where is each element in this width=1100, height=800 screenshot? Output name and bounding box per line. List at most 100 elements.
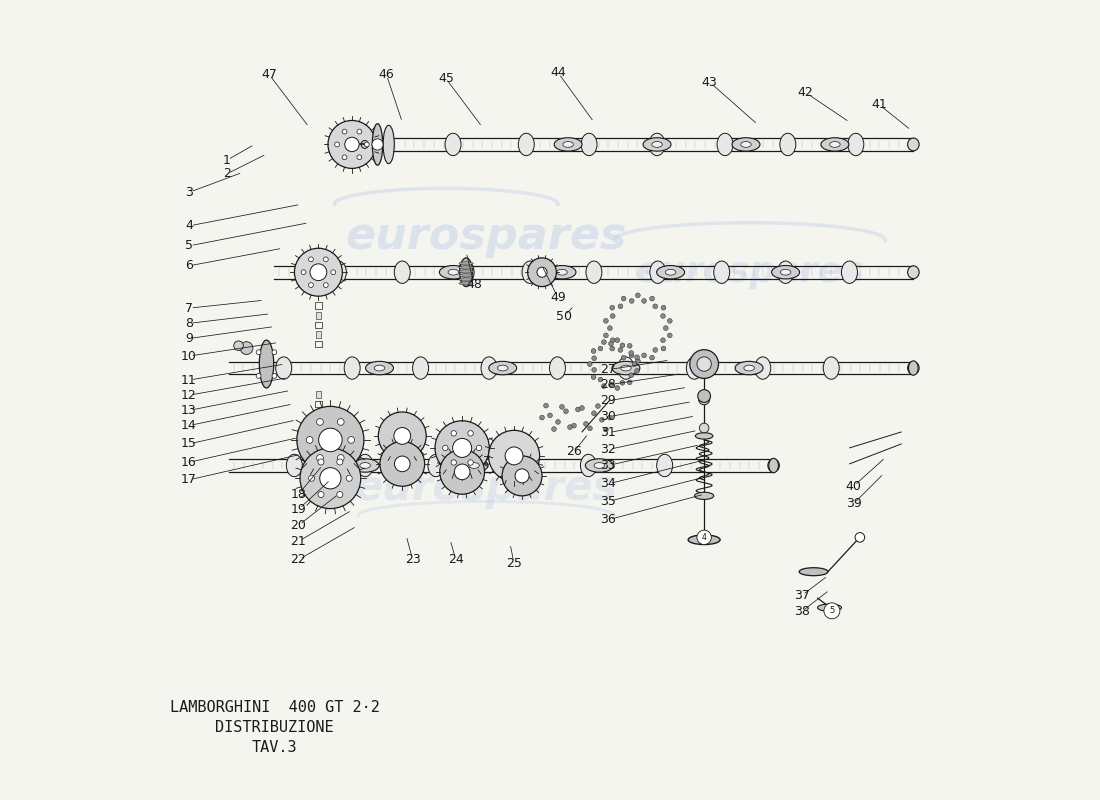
Circle shape	[306, 437, 312, 443]
Circle shape	[358, 155, 362, 160]
Circle shape	[627, 343, 632, 348]
Ellipse shape	[821, 138, 849, 151]
Text: 1: 1	[222, 154, 231, 167]
Circle shape	[451, 460, 456, 466]
Circle shape	[620, 343, 625, 348]
Ellipse shape	[612, 362, 640, 374]
Ellipse shape	[780, 134, 795, 156]
Ellipse shape	[842, 261, 858, 283]
Circle shape	[629, 373, 634, 378]
Ellipse shape	[497, 365, 508, 371]
Ellipse shape	[459, 262, 473, 265]
Circle shape	[502, 456, 542, 496]
Circle shape	[540, 415, 544, 420]
Ellipse shape	[428, 454, 444, 477]
Ellipse shape	[908, 362, 920, 374]
Text: 17: 17	[182, 474, 197, 486]
Text: TAV.3: TAV.3	[252, 740, 297, 755]
Text: 42: 42	[798, 86, 813, 99]
Text: 11: 11	[182, 374, 197, 386]
Circle shape	[323, 282, 328, 287]
Text: LAMBORGHINI  400 GT 2·2: LAMBORGHINI 400 GT 2·2	[169, 700, 380, 715]
Bar	[316, 322, 321, 328]
Circle shape	[602, 340, 606, 345]
Circle shape	[636, 293, 640, 298]
Circle shape	[515, 469, 529, 483]
Circle shape	[580, 406, 584, 410]
Ellipse shape	[459, 278, 473, 281]
Ellipse shape	[740, 142, 751, 147]
Circle shape	[610, 314, 615, 318]
Circle shape	[309, 282, 313, 287]
Circle shape	[604, 318, 608, 323]
Ellipse shape	[581, 134, 597, 156]
Circle shape	[602, 384, 606, 389]
Bar	[316, 312, 320, 318]
Text: 37: 37	[793, 589, 810, 602]
Circle shape	[295, 248, 342, 296]
Ellipse shape	[755, 357, 771, 379]
Ellipse shape	[448, 270, 459, 275]
Circle shape	[342, 129, 346, 134]
Ellipse shape	[358, 454, 373, 477]
Ellipse shape	[260, 340, 274, 388]
Ellipse shape	[908, 138, 920, 151]
Circle shape	[595, 404, 601, 409]
Circle shape	[337, 491, 343, 498]
Circle shape	[233, 341, 243, 350]
Circle shape	[592, 356, 596, 361]
Circle shape	[592, 367, 596, 372]
Circle shape	[661, 306, 666, 310]
Ellipse shape	[657, 454, 673, 477]
Circle shape	[635, 369, 639, 374]
Text: eurospares: eurospares	[354, 467, 618, 509]
Ellipse shape	[361, 141, 368, 149]
Circle shape	[308, 475, 315, 482]
Circle shape	[668, 333, 672, 338]
Circle shape	[608, 342, 614, 346]
Ellipse shape	[365, 362, 394, 374]
Ellipse shape	[439, 266, 468, 279]
Text: 40: 40	[846, 480, 861, 493]
Text: 50: 50	[557, 310, 572, 322]
Circle shape	[629, 353, 634, 358]
Circle shape	[440, 450, 484, 494]
Text: 2: 2	[222, 167, 231, 181]
Ellipse shape	[650, 261, 666, 283]
Circle shape	[610, 338, 615, 342]
Ellipse shape	[689, 535, 720, 545]
Ellipse shape	[657, 266, 684, 279]
Circle shape	[627, 380, 632, 385]
Ellipse shape	[744, 365, 755, 371]
Text: 14: 14	[182, 419, 197, 432]
Text: 25: 25	[506, 558, 522, 570]
Circle shape	[698, 394, 710, 405]
Text: 16: 16	[182, 456, 197, 469]
Circle shape	[543, 403, 549, 408]
Circle shape	[434, 421, 490, 475]
Circle shape	[604, 427, 608, 432]
Bar	[316, 302, 321, 309]
Bar	[316, 401, 321, 407]
Circle shape	[591, 349, 596, 354]
Circle shape	[598, 378, 603, 382]
Ellipse shape	[563, 142, 573, 147]
Circle shape	[272, 374, 277, 378]
Circle shape	[320, 468, 341, 489]
Circle shape	[663, 326, 668, 330]
Ellipse shape	[769, 458, 779, 473]
Circle shape	[452, 438, 472, 458]
Bar	[316, 331, 320, 338]
Text: 48: 48	[466, 278, 482, 290]
Ellipse shape	[778, 261, 793, 283]
Ellipse shape	[360, 462, 371, 468]
Circle shape	[310, 264, 327, 281]
Text: 44: 44	[550, 66, 565, 79]
Ellipse shape	[488, 362, 517, 374]
Text: 5: 5	[185, 239, 192, 252]
Circle shape	[690, 350, 718, 378]
Ellipse shape	[909, 361, 918, 375]
Circle shape	[551, 426, 557, 431]
Circle shape	[661, 314, 666, 318]
Ellipse shape	[374, 365, 385, 371]
